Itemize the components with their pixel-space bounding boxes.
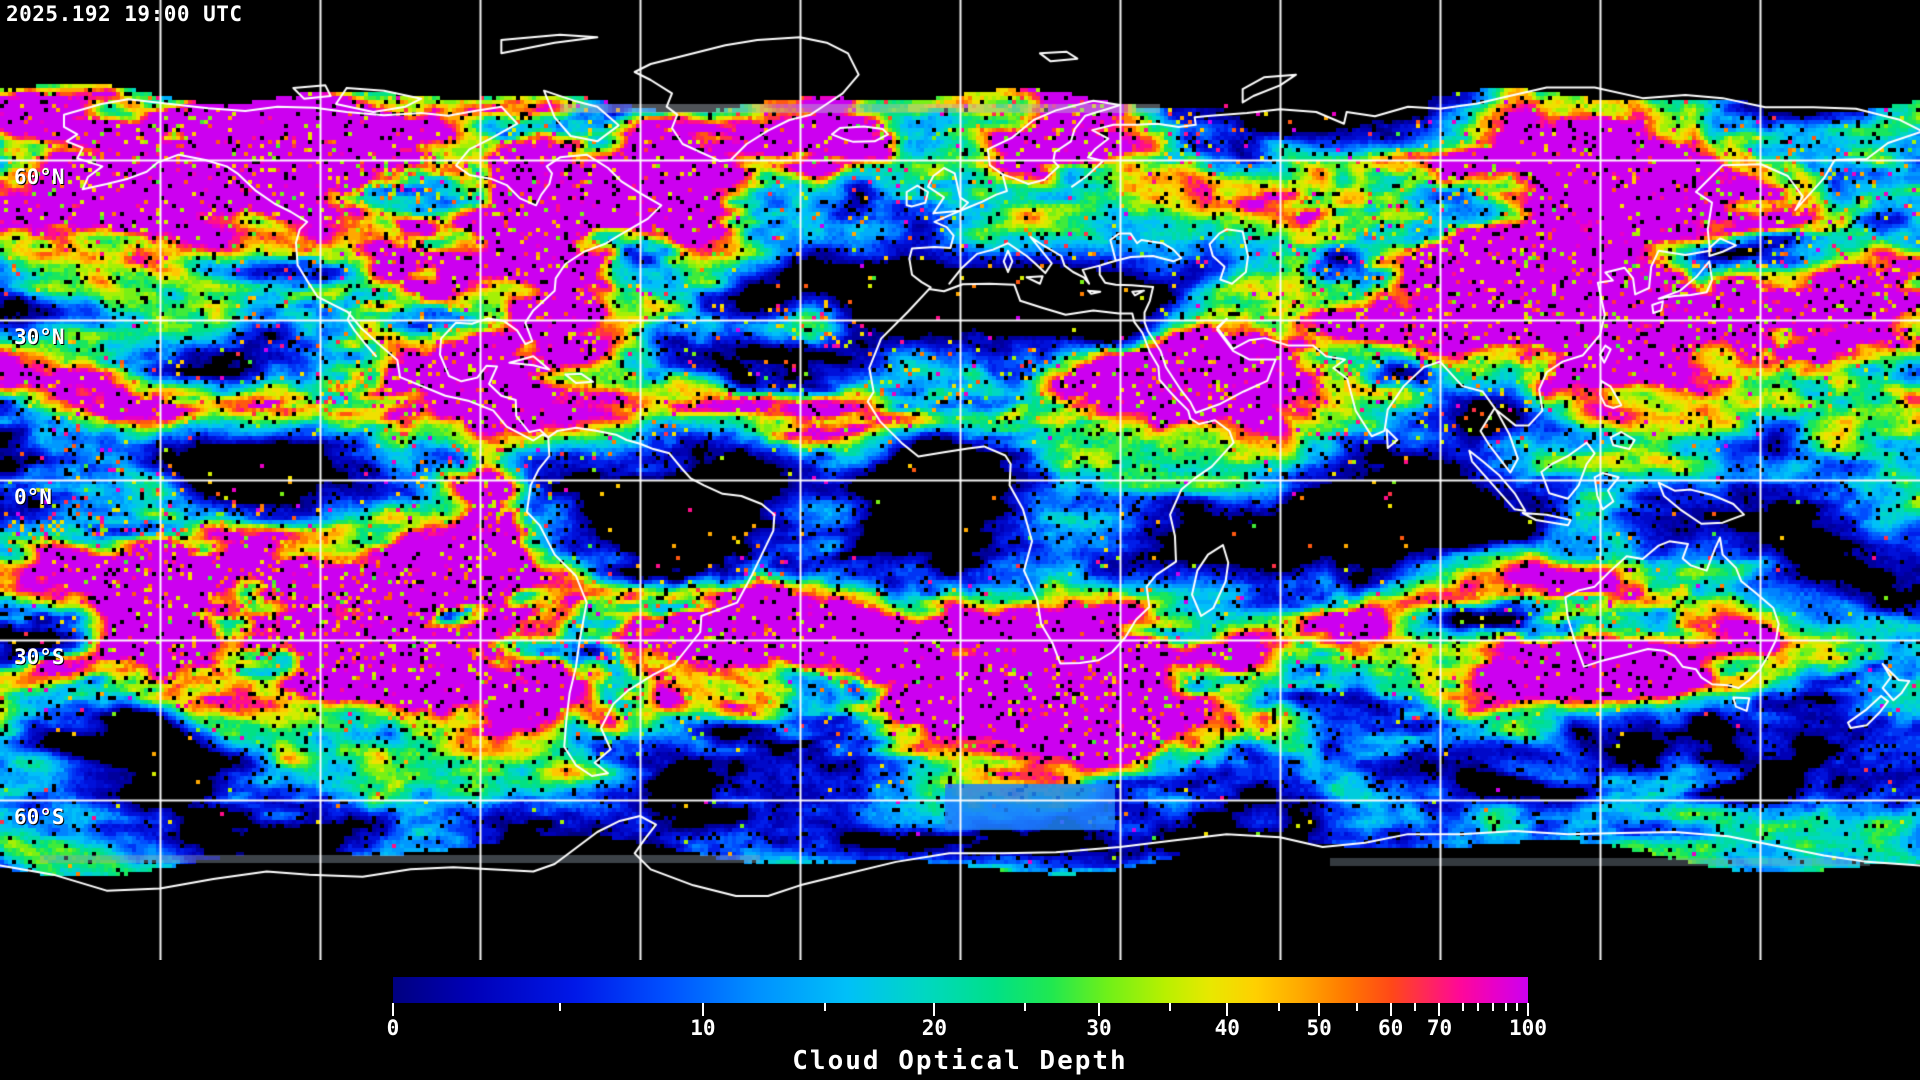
colorbar-title: Cloud Optical Depth [792, 1046, 1128, 1076]
colorbar-tick [1527, 1003, 1529, 1016]
colorbar-tick-label: 60 [1378, 1016, 1404, 1040]
colorbar-tick [1438, 1003, 1441, 1016]
colorbar-tick-label: 10 [690, 1016, 716, 1040]
colorbar-tick [1491, 1003, 1494, 1011]
latitude-label: 30°N [14, 325, 65, 349]
latitude-label: 60°N [14, 165, 65, 189]
world-cloud-map-canvas [0, 0, 1920, 960]
colorbar-tick [1278, 1003, 1281, 1011]
colorbar-tick [558, 1003, 561, 1011]
colorbar-tick [1355, 1003, 1358, 1011]
colorbar-tick-label: 20 [921, 1016, 948, 1040]
colorbar-gradient [393, 977, 1528, 1003]
latitude-label: 0°N [14, 485, 52, 509]
colorbar-tick [1024, 1003, 1027, 1011]
colorbar-tick [1097, 1003, 1100, 1016]
colorbar-tick [1462, 1003, 1465, 1011]
colorbar-tick-label: 50 [1306, 1016, 1332, 1040]
colorbar-tick [1169, 1003, 1172, 1011]
colorbar-tick [701, 1003, 704, 1016]
colorbar-tick [1505, 1003, 1508, 1011]
colorbar-tick-label: 70 [1426, 1016, 1453, 1040]
colorbar-tick-label: 100 [1509, 1016, 1547, 1040]
colorbar-tick [1226, 1003, 1229, 1016]
colorbar-tick [392, 1003, 394, 1016]
colorbar-tick [1477, 1003, 1480, 1011]
colorbar-tick [1413, 1003, 1416, 1011]
colorbar-tick-label: 40 [1214, 1016, 1240, 1040]
colorbar-tick [1515, 1003, 1518, 1011]
colorbar-tick-label: 0 [386, 1016, 400, 1040]
colorbar-tick [824, 1003, 827, 1011]
latitude-label: 30°S [14, 645, 65, 669]
latitude-label: 60°S [14, 805, 65, 829]
colorbar-tick [1389, 1003, 1392, 1016]
colorbar-tick [933, 1003, 936, 1016]
colorbar-tick-label: 30 [1086, 1016, 1112, 1040]
timestamp-label: 2025.192 19:00 UTC [6, 2, 243, 26]
colorbar-tick [1318, 1003, 1321, 1016]
